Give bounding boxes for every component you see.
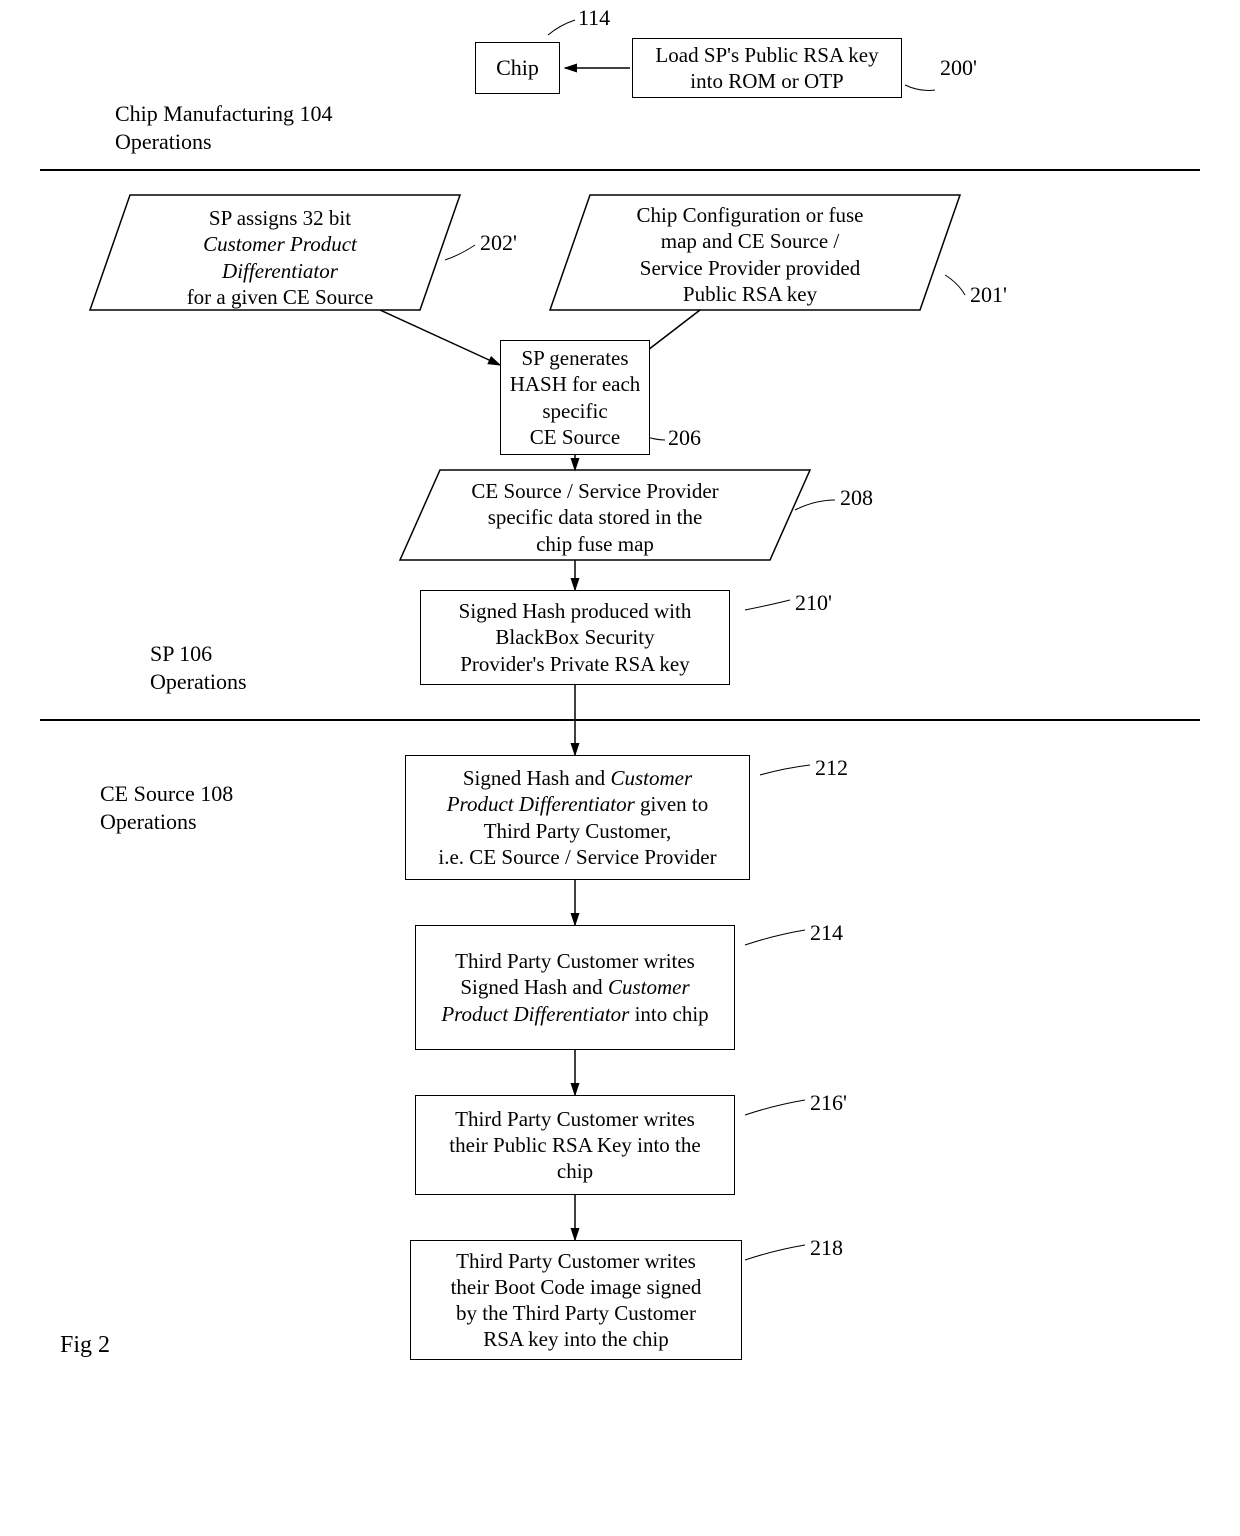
ref-210: 210' xyxy=(795,590,832,616)
n214-l3: into chip xyxy=(629,1002,708,1026)
n212-l4: i.e. CE Source / Service Provider xyxy=(438,845,716,869)
n214-l2: Signed Hash and xyxy=(460,975,608,999)
ref-216: 216' xyxy=(810,1090,847,1116)
ref-206: 206 xyxy=(668,425,701,451)
n212-l3: Third Party Customer, xyxy=(484,819,672,843)
node-chip: Chip xyxy=(475,42,560,94)
n214-l2it: Customer xyxy=(608,975,690,999)
ref-200: 200' xyxy=(940,55,977,81)
node-214: Third Party Customer writes Signed Hash … xyxy=(415,925,735,1050)
n202-l3: Differentiator xyxy=(222,259,338,283)
n202-l1: SP assigns 32 bit xyxy=(209,206,351,230)
node-216: Third Party Customer writes their Public… xyxy=(415,1095,735,1195)
n214-l3it: Product Differentiator xyxy=(441,1002,629,1026)
n212-l2it: Product Differentiator xyxy=(447,792,635,816)
ref-114: 114 xyxy=(578,5,610,31)
node-208: CE Source / Service Provider specific da… xyxy=(430,478,760,557)
n212-l2: given to xyxy=(635,792,709,816)
n214-l1: Third Party Customer writes xyxy=(455,949,695,973)
ref-208: 208 xyxy=(840,485,873,511)
ref-212: 212 xyxy=(815,755,848,781)
section-title-ce: CE Source 108 Operations xyxy=(100,780,233,835)
node-206: SP generates HASH for each specific CE S… xyxy=(500,340,650,455)
node-210: Signed Hash produced with BlackBox Secur… xyxy=(420,590,730,685)
n212-l1it: Customer xyxy=(610,766,692,790)
ref-202: 202' xyxy=(480,230,517,256)
ref-214: 214 xyxy=(810,920,843,946)
n212-l1: Signed Hash and xyxy=(463,766,611,790)
section-title-manufacturing: Chip Manufacturing 104 Operations xyxy=(115,100,333,155)
node-218: Third Party Customer writes their Boot C… xyxy=(410,1240,742,1360)
n202-l2: Customer Product xyxy=(203,232,357,256)
ref-218: 218 xyxy=(810,1235,843,1261)
node-202: SP assigns 32 bit Customer Product Diffe… xyxy=(130,205,430,310)
node-201: Chip Configuration or fuse map and CE So… xyxy=(580,202,920,307)
section-title-sp: SP 106 Operations xyxy=(150,640,247,695)
n202-l4: for a given CE Source xyxy=(187,285,374,309)
ref-201: 201' xyxy=(970,282,1007,308)
node-200: Load SP's Public RSA key into ROM or OTP xyxy=(632,38,902,98)
figure-label: Fig 2 xyxy=(60,1330,110,1360)
node-212: Signed Hash and Customer Product Differe… xyxy=(405,755,750,880)
